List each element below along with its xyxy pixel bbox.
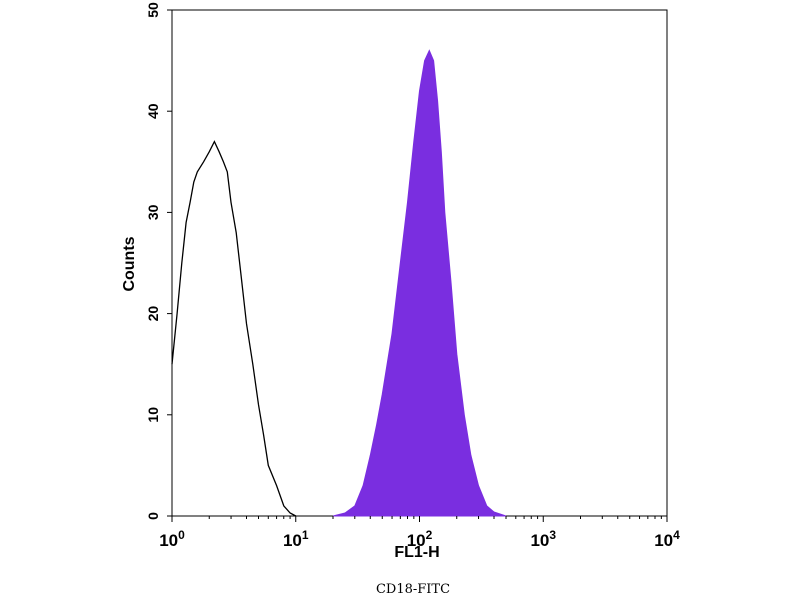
x-tick-label: 104 xyxy=(654,528,680,550)
outline-histogram-series xyxy=(171,140,297,517)
figure-caption: CD18-FITC xyxy=(375,582,451,597)
y-tick-label: 40 xyxy=(145,103,161,119)
y-tick-label: 30 xyxy=(145,204,161,220)
x-tick-label: 102 xyxy=(407,528,433,550)
y-tick-label: 10 xyxy=(145,407,161,423)
x-tick-label: 101 xyxy=(283,528,309,550)
y-axis: 0 10 20 30 40 50 xyxy=(145,2,172,520)
x-axis-title: FL1-H xyxy=(394,544,439,561)
x-tick-label: 100 xyxy=(159,528,185,550)
x-tick-label: 103 xyxy=(530,528,556,550)
x-axis: 100 101 102 103 104 xyxy=(159,516,680,550)
filled-histogram-series xyxy=(332,49,507,517)
y-tick-label: 0 xyxy=(145,512,161,520)
y-tick-label: 20 xyxy=(145,306,161,322)
series-layer xyxy=(171,49,507,517)
y-tick-label: 50 xyxy=(145,2,161,18)
y-axis-title: Counts xyxy=(121,236,138,291)
